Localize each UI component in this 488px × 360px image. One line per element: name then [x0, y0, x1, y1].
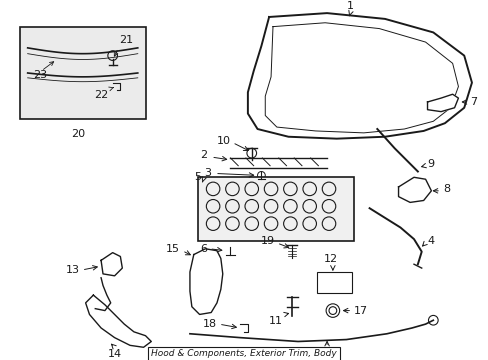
Text: 21: 21 — [119, 35, 133, 45]
Polygon shape — [427, 94, 457, 112]
Text: 10: 10 — [216, 136, 230, 145]
Text: 3: 3 — [204, 168, 211, 179]
Text: 23: 23 — [33, 70, 47, 80]
Text: 12: 12 — [323, 254, 337, 264]
Text: 20: 20 — [71, 129, 85, 139]
Polygon shape — [398, 177, 430, 202]
Text: Hood & Components, Exterior Trim, Body: Hood & Components, Exterior Trim, Body — [151, 349, 336, 358]
Text: 16: 16 — [320, 349, 333, 359]
Text: 7: 7 — [469, 97, 476, 107]
Text: 18: 18 — [203, 319, 217, 329]
Bar — [197, 177, 353, 241]
Text: 13: 13 — [66, 265, 80, 275]
Text: 2: 2 — [200, 150, 207, 160]
Text: 8: 8 — [442, 184, 449, 194]
Text: 17: 17 — [353, 306, 367, 316]
Text: 1: 1 — [346, 1, 353, 11]
Polygon shape — [189, 249, 223, 314]
Text: 9: 9 — [427, 159, 434, 169]
Text: 15: 15 — [166, 244, 180, 254]
Text: 5: 5 — [194, 172, 201, 182]
Bar — [317, 272, 351, 293]
Text: 4: 4 — [427, 236, 434, 246]
Text: 11: 11 — [268, 316, 282, 327]
Text: 14: 14 — [107, 349, 122, 359]
Polygon shape — [85, 295, 151, 347]
Polygon shape — [101, 253, 122, 276]
Bar — [20, 27, 145, 120]
Text: 6: 6 — [200, 244, 207, 254]
Text: 22: 22 — [94, 90, 108, 100]
Text: 19: 19 — [260, 236, 274, 246]
